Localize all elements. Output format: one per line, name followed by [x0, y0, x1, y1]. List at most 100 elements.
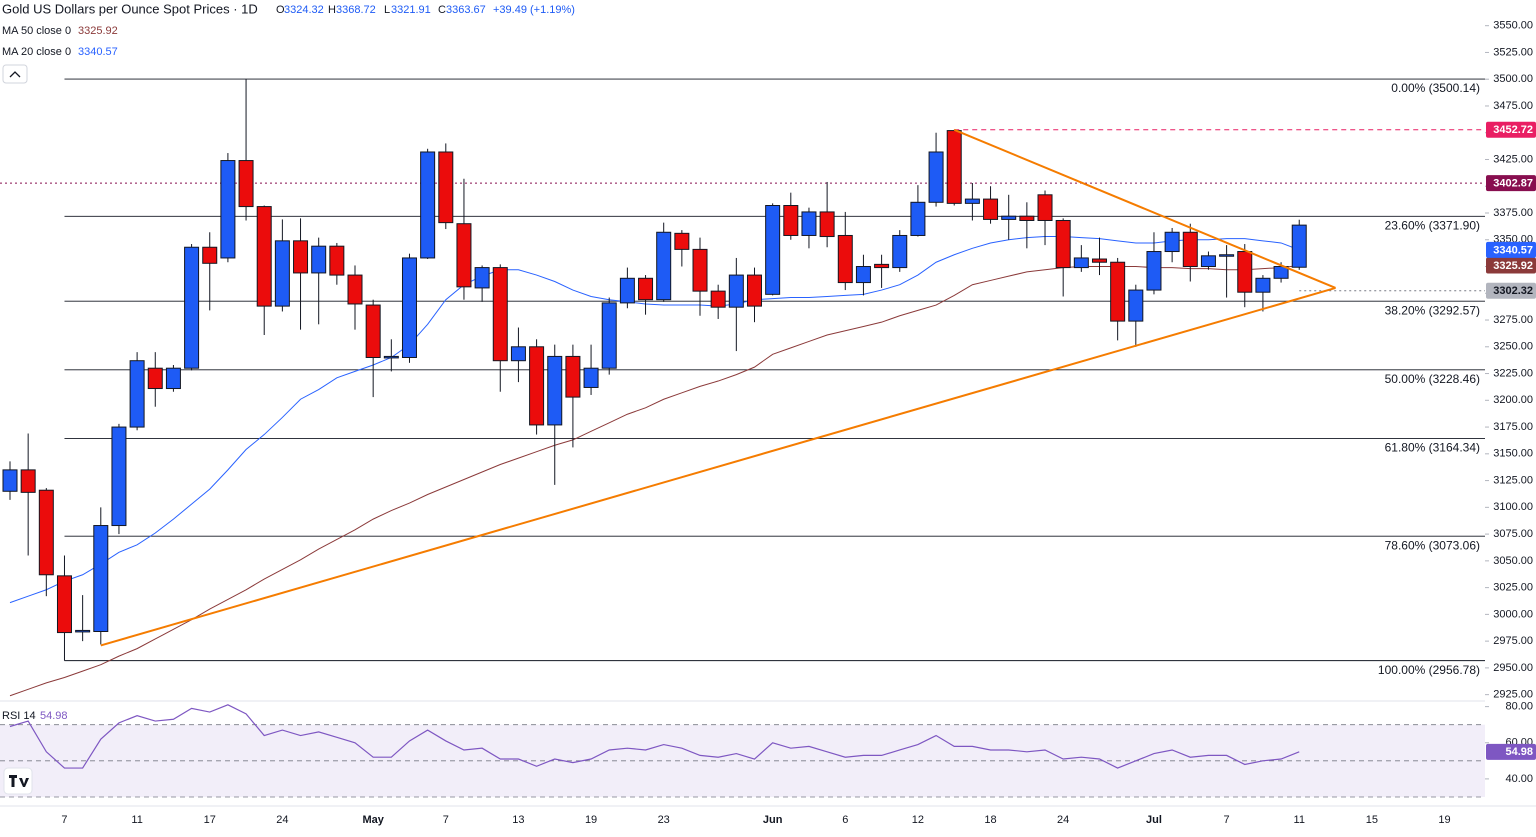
legend-name[interactable]: RSI 14 — [2, 710, 36, 722]
candle-body — [983, 198, 999, 220]
x-tick-label: 13 — [512, 814, 524, 826]
candle-body — [147, 367, 163, 390]
x-tick-label: May — [362, 814, 384, 826]
axis-layer: 2925.00 2950.00 2975.00 3000.00 3025.00 3050.… — [61, 20, 1536, 826]
candle-body — [311, 245, 327, 274]
candle-body — [510, 346, 526, 362]
y-tick-label: 3250.00 — [1493, 341, 1533, 353]
price-badge-label: 3452.72 — [1493, 124, 1533, 136]
price-badge — [1486, 743, 1536, 760]
y-tick-label: 3050.00 — [1493, 555, 1533, 567]
x-tick-label: 6 — [842, 814, 848, 826]
y-tick-label: 3100.00 — [1493, 501, 1533, 513]
legend-value: 3325.92 — [78, 25, 118, 37]
candle-body — [38, 489, 54, 576]
candle-body — [656, 231, 672, 301]
candle-body — [837, 234, 853, 284]
candle-body — [1237, 251, 1253, 293]
legend-value: 54.98 — [40, 710, 68, 722]
candle-body — [492, 267, 508, 362]
candle-body — [855, 266, 871, 284]
price-badge — [1486, 175, 1536, 192]
series-line — [9, 704, 1300, 769]
x-tick-label: 19 — [1438, 814, 1450, 826]
candle-body — [129, 360, 145, 428]
y-tick-label: 2950.00 — [1493, 662, 1533, 674]
candle-body — [1255, 277, 1271, 293]
y-tick-label: 3425.00 — [1493, 153, 1533, 165]
candle-body — [1055, 219, 1071, 269]
candle-body — [293, 240, 309, 274]
ohlc-key: O — [276, 4, 285, 16]
y-tick-label: 40.00 — [1505, 773, 1533, 785]
x-tick-label: 24 — [1057, 814, 1069, 826]
legend-name[interactable]: MA 50 close 0 — [2, 25, 71, 37]
y-tick-label: 3150.00 — [1493, 448, 1533, 460]
price-badge — [1486, 257, 1536, 274]
x-tick-label: Jul — [1146, 814, 1162, 826]
candle-body — [1001, 215, 1017, 220]
collapse-icon — [9, 71, 21, 78]
collapse-button[interactable] — [2, 64, 28, 84]
x-tick-label: 7 — [1224, 814, 1230, 826]
change: +39.49 (+1.19%) — [493, 4, 575, 16]
candle-body — [474, 267, 490, 289]
candle-body — [892, 234, 908, 269]
price-badge-label: 3302.32 — [1493, 285, 1533, 297]
x-tick-label: 24 — [276, 814, 288, 826]
y-tick-label: 3550.00 — [1493, 20, 1533, 32]
fib-label: 61.80% (3164.34) — [1385, 441, 1480, 455]
candle-body — [1019, 215, 1035, 221]
ohlc-value: 3321.91 — [391, 4, 431, 16]
ohlc-value: 3368.72 — [336, 4, 376, 16]
candle-body — [1273, 266, 1289, 279]
candle-body — [1164, 231, 1180, 253]
candle-body — [638, 277, 654, 301]
candle-body — [765, 205, 781, 295]
price-badge — [1486, 241, 1536, 258]
candle-body — [220, 160, 236, 259]
y-tick-label: 3375.00 — [1493, 207, 1533, 219]
ohlc-value: 3324.32 — [284, 4, 324, 16]
candle-body — [274, 240, 290, 307]
price-badge-label: 3340.57 — [1493, 244, 1533, 256]
fib-label: 38.20% (3292.57) — [1385, 303, 1480, 317]
plot-area: 0.00% (3500.14) 23.60% (3371.90) 38.20% (3… — [0, 78, 1485, 798]
y-tick-label: 3475.00 — [1493, 100, 1533, 112]
candle-body — [365, 304, 381, 358]
y-tick-label: 3125.00 — [1493, 474, 1533, 486]
candle-body — [565, 355, 581, 398]
y-tick-label: 3225.00 — [1493, 367, 1533, 379]
candle-body — [2, 469, 18, 492]
x-tick-label: 7 — [61, 814, 67, 826]
fib-label: 78.60% (3073.06) — [1385, 538, 1480, 552]
candle-body — [1146, 251, 1162, 291]
candle-body — [1182, 231, 1198, 268]
candle-body — [547, 355, 563, 426]
legend-name[interactable]: MA 20 close 0 — [2, 46, 71, 58]
candle-body — [20, 469, 36, 493]
ohlc-key: C — [438, 4, 446, 16]
y-tick-label: 3200.00 — [1493, 394, 1533, 406]
x-tick-label: 12 — [912, 814, 924, 826]
candle-body — [728, 274, 744, 308]
price-badge — [1486, 121, 1536, 138]
logo-mark — [9, 775, 29, 787]
y-tick-label: 3175.00 — [1493, 421, 1533, 433]
candle-body — [964, 198, 980, 204]
logo[interactable] — [3, 767, 33, 795]
y-tick-label: 3525.00 — [1493, 46, 1533, 58]
x-tick-label: 7 — [443, 814, 449, 826]
candle-body — [184, 246, 200, 369]
candle-body — [56, 575, 72, 634]
candle-body — [329, 245, 345, 276]
x-tick-label: Jun — [763, 814, 783, 826]
candle-body — [111, 426, 127, 527]
candle-body — [1219, 254, 1235, 257]
candle-body — [456, 223, 472, 288]
trendline — [953, 128, 1336, 289]
x-tick-label: 17 — [204, 814, 216, 826]
price-badge-label: 3325.92 — [1493, 260, 1533, 272]
y-tick-label: 2975.00 — [1493, 635, 1533, 647]
